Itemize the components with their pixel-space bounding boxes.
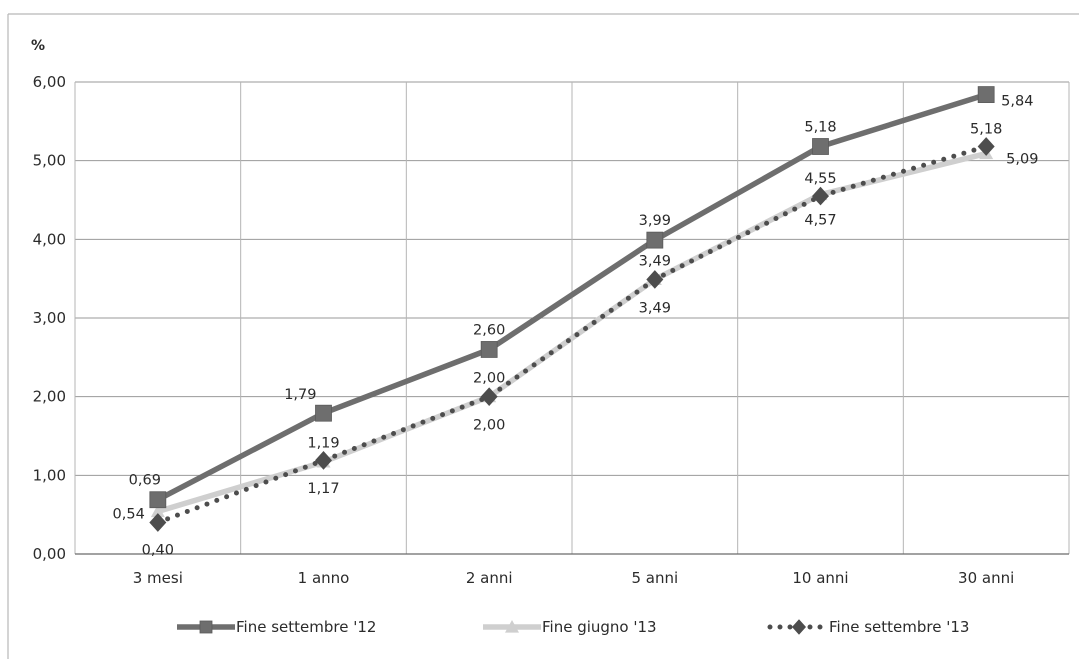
legend-marker xyxy=(199,620,213,634)
x-tick-label: 30 anni xyxy=(958,569,1014,587)
data-label-layer: 0,69 1,79 2,60 3,99 5,18 5,84 0,54 1,17 2,00 3,49… xyxy=(113,94,1039,559)
data-label-fine-settembre-13: 0,40 xyxy=(142,543,174,559)
data-point-fine-settembre-12 xyxy=(646,231,664,249)
data-point-fine-settembre-13 xyxy=(812,186,829,206)
x-tick-label: 3 mesi xyxy=(133,569,183,587)
legend-label: Fine settembre '12 xyxy=(236,618,376,636)
data-label-fine-settembre-12: 1,79 xyxy=(284,387,316,403)
x-tick-label: 1 anno xyxy=(298,569,350,587)
legend-item-fine-settembre-12: Fine settembre '12 xyxy=(177,618,376,636)
x-tick-label: 5 anni xyxy=(631,569,678,587)
legend-label: Fine giugno '13 xyxy=(542,618,657,636)
y-axis-unit-label: % xyxy=(31,38,45,54)
data-label-fine-giugno-13: 4,57 xyxy=(804,212,836,228)
legend: Fine settembre '12 Fine giugno '13 Fine se… xyxy=(177,618,969,636)
data-label-fine-settembre-12: 5,18 xyxy=(804,120,836,136)
data-label-fine-settembre-13: 3,49 xyxy=(639,253,671,269)
y-tick-label: 3,00 xyxy=(33,309,66,327)
x-tick-label: 10 anni xyxy=(792,569,848,587)
y-tick-label: 1,00 xyxy=(33,466,66,484)
data-label-fine-settembre-13: 4,55 xyxy=(804,171,836,187)
data-point-fine-settembre-12 xyxy=(977,86,995,103)
y-tick-label: 4,00 xyxy=(33,230,66,248)
y-tick-label: 5,00 xyxy=(33,152,66,170)
axis-layer: 0,00 1,00 2,00 3,00 4,00 5,00 6,00 3 mesi 1 anno… xyxy=(33,73,1069,587)
data-point-fine-settembre-13 xyxy=(646,270,664,289)
data-point-fine-settembre-13 xyxy=(315,451,332,470)
legend-marker xyxy=(505,620,519,633)
grid-layer xyxy=(74,81,1070,554)
data-point-fine-settembre-13 xyxy=(977,137,995,156)
y-tick-label: 2,00 xyxy=(33,388,66,406)
data-label-fine-settembre-12: 2,60 xyxy=(473,322,505,338)
data-point-fine-settembre-12 xyxy=(480,341,498,358)
data-point-fine-settembre-13 xyxy=(149,513,167,532)
y-tick-label: 6,00 xyxy=(33,73,66,91)
data-label-fine-giugno-13: 3,49 xyxy=(639,300,671,316)
data-point-fine-settembre-12 xyxy=(315,404,332,422)
legend-marker xyxy=(792,619,806,635)
data-point-fine-settembre-12 xyxy=(812,138,829,155)
data-label-fine-giugno-13: 1,17 xyxy=(307,481,339,497)
data-point-fine-settembre-13 xyxy=(480,387,498,407)
data-point-fine-giugno-13 xyxy=(150,504,165,518)
y-tick-label: 0,00 xyxy=(33,545,66,563)
legend-item-fine-giugno-13: Fine giugno '13 xyxy=(483,618,657,636)
x-tick-label: 2 anni xyxy=(466,569,513,587)
legend-item-fine-settembre-13: Fine settembre '13 xyxy=(767,618,969,636)
data-label-fine-giugno-13: 2,00 xyxy=(473,418,505,434)
data-label-fine-settembre-13: 1,19 xyxy=(307,435,339,451)
data-label-fine-giugno-13: 0,54 xyxy=(113,507,145,523)
data-label-fine-giugno-13: 5,09 xyxy=(1006,152,1038,168)
data-label-fine-settembre-12: 3,99 xyxy=(639,213,671,229)
data-label-fine-settembre-12: 5,84 xyxy=(1001,94,1033,110)
series-layer xyxy=(149,86,995,532)
data-label-fine-settembre-13: 2,00 xyxy=(473,371,505,387)
data-label-fine-settembre-13: 5,18 xyxy=(970,122,1002,138)
series-line-fine-settembre-13 xyxy=(155,144,989,525)
data-point-fine-settembre-12 xyxy=(149,491,167,509)
series-line-fine-settembre-12 xyxy=(156,91,988,503)
legend-label: Fine settembre '13 xyxy=(829,618,969,636)
data-label-fine-settembre-12: 0,69 xyxy=(129,473,161,489)
